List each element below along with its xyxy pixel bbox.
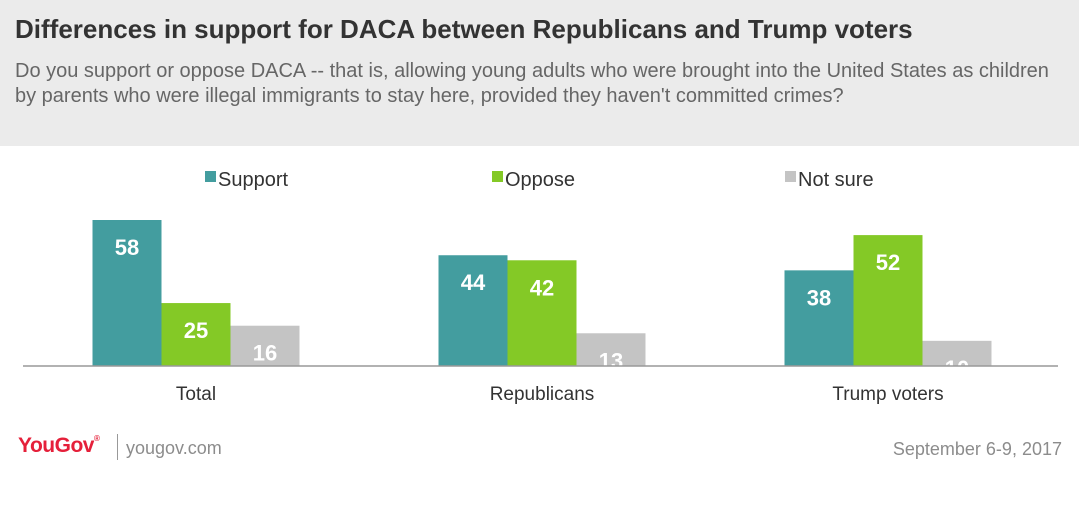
category-label-total: Total [176,384,216,405]
data-label-total-not-sure: 16 [253,341,277,366]
data-label-republicans-support: 44 [461,270,486,295]
bar-republicans-not-sure [576,333,646,366]
data-label-total-support: 58 [115,235,139,260]
footer-site: yougov.com [126,438,222,458]
legend-label-oppose: Oppose [505,169,575,191]
legend-swatch-not-sure [785,171,796,182]
bar-total-support [92,220,162,366]
data-label-trump-voters-support: 38 [807,285,831,310]
footer-divider [117,434,118,460]
bar-total-oppose [161,303,231,366]
data-label-total-oppose: 25 [184,318,208,343]
bar-republicans-oppose [507,260,577,366]
chart-title: Differences in support for DACA between … [15,14,913,44]
data-label-trump-voters-not-sure: 10 [945,356,969,381]
data-label-republicans-oppose: 42 [530,275,554,300]
category-label-republicans: Republicans [490,384,595,405]
legend-label-support: Support [218,169,288,191]
footer-date: September 6-9, 2017 [892,439,1062,459]
legend-swatch-oppose [492,171,503,182]
legend-swatch-support [205,171,216,182]
bar-trump-voters-support [784,270,854,366]
bar-trump-voters-oppose [853,235,923,366]
data-label-trump-voters-oppose: 52 [876,250,900,275]
bar-republicans-support [438,255,508,366]
legend-label-not-sure: Not sure [798,169,874,191]
chart-subtitle: Do you support or oppose DACA -- that is… [15,60,1049,107]
bar-trump-voters-not-sure [922,340,992,366]
yougov-logo: YouGov® [18,434,100,457]
category-label-trump-voters: Trump voters [832,384,943,405]
data-label-republicans-not-sure: 13 [599,348,623,373]
bar-total-not-sure [230,325,300,366]
chart-header: Differences in support for DACA between … [0,0,1079,146]
bar-chart: Support Oppose Not sure 58 25 16 Total 44 42 13Re… [23,169,1058,405]
